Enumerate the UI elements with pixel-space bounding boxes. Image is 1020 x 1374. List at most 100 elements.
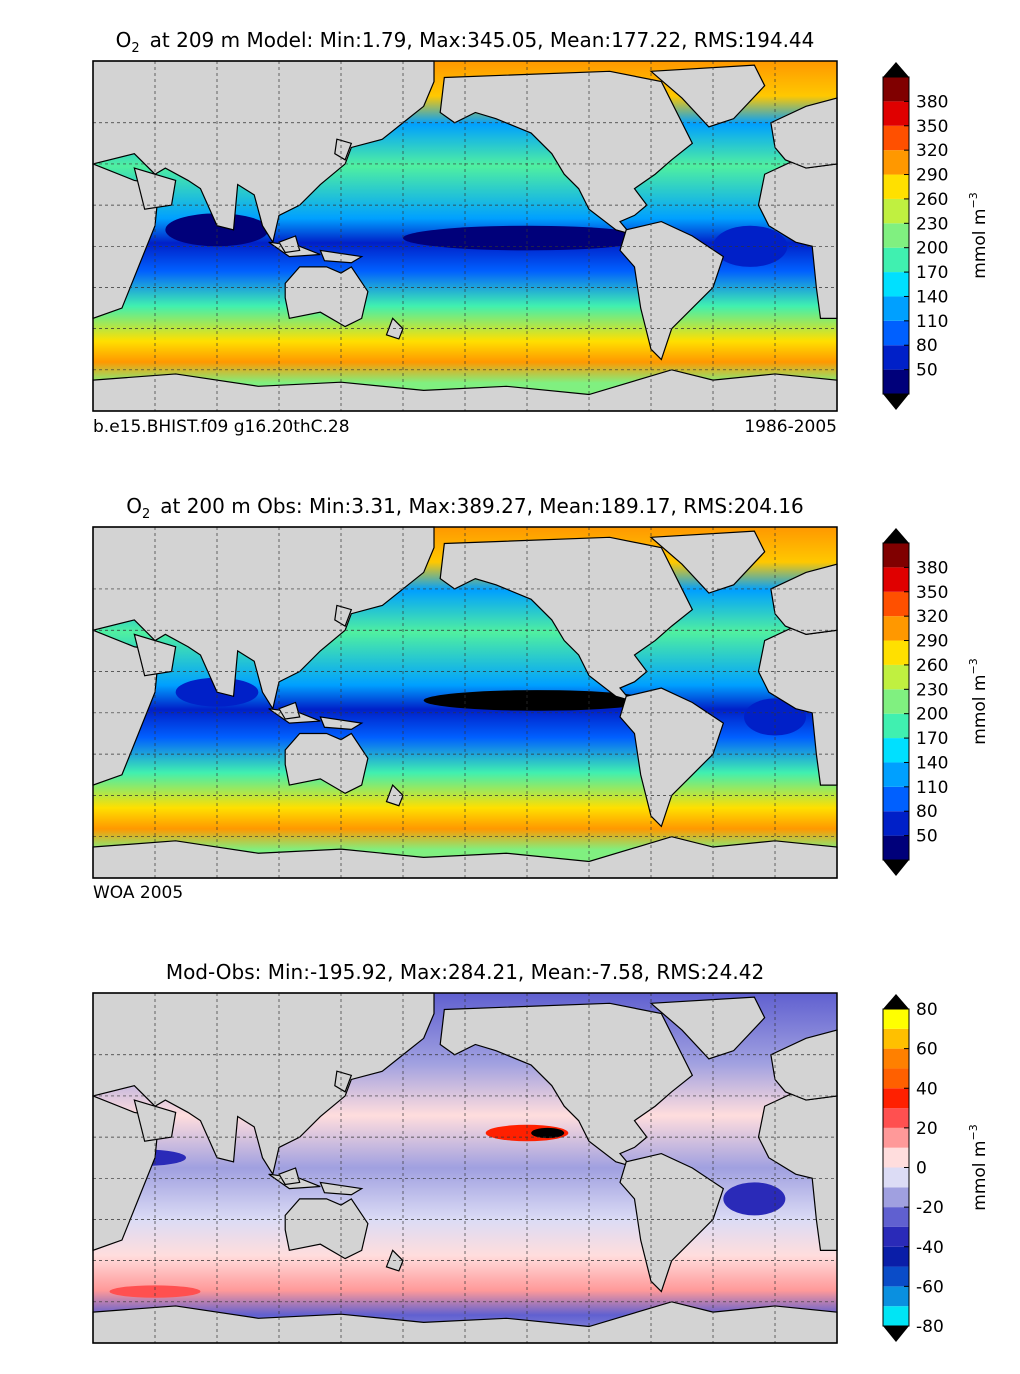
colorbar-tick-label: -80 xyxy=(916,1317,944,1337)
colorbar-band xyxy=(883,272,909,297)
colorbar-tick-label: 170 xyxy=(916,729,948,749)
colorbar-band xyxy=(883,1226,909,1247)
colorbar-tick-label: 0 xyxy=(916,1159,927,1179)
colorbar-band xyxy=(883,591,909,617)
colorbar-band xyxy=(883,1048,909,1069)
colorbar-band xyxy=(883,1187,909,1208)
colorbar-band xyxy=(883,664,909,690)
colorbar-band xyxy=(883,77,909,102)
title-subscript: 2 xyxy=(131,41,139,56)
colorbar-extend xyxy=(883,1326,909,1342)
colorbar-tick-label: -20 xyxy=(916,1198,944,1218)
colorbar-band xyxy=(883,320,909,346)
colorbar-band xyxy=(883,1088,909,1109)
colorbar-label-unit: mmol m xyxy=(970,1141,990,1211)
map-frame xyxy=(92,526,838,879)
colorbar-tick-label: 380 xyxy=(916,92,948,112)
colorbar-tick-label: 380 xyxy=(916,558,948,578)
colorbar-tick-label: 50 xyxy=(916,361,938,381)
colorbar-band xyxy=(883,1167,909,1188)
colorbar-tick-label: 320 xyxy=(916,141,948,161)
colorbar-band xyxy=(883,1108,909,1128)
colorbar-tick-label: 350 xyxy=(916,117,948,137)
colorbar-band xyxy=(883,1147,909,1168)
colorbar-label-unit: mmol m xyxy=(970,209,990,279)
colorbar-band xyxy=(883,1306,909,1326)
colorbar-tick-label: 140 xyxy=(916,287,948,307)
colorbar-band xyxy=(883,150,909,175)
colorbar-tick-label: 110 xyxy=(916,778,948,798)
panel-title: Mod-Obs: Min:-195.92, Max:284.21, Mean:-… xyxy=(166,960,764,984)
colorbar-band xyxy=(883,616,909,641)
footer-left: WOA 2005 xyxy=(93,883,183,903)
map xyxy=(91,525,839,880)
title-subscript: 2 xyxy=(142,507,150,522)
colorbar-tick-label: 200 xyxy=(916,705,948,725)
colorbar-tick-label: -60 xyxy=(916,1277,944,1297)
colorbar-band xyxy=(883,1009,909,1029)
colorbar-band xyxy=(883,247,909,273)
title-text: at 200 m Obs: Min:3.31, Max:389.27, Mean… xyxy=(160,494,804,518)
colorbar-band xyxy=(883,811,909,836)
colorbar-extend xyxy=(883,528,909,543)
colorbar-extend xyxy=(883,860,909,876)
colorbar-band xyxy=(883,689,909,714)
colorbar-band xyxy=(883,125,909,151)
colorbar-tick-label: 40 xyxy=(916,1079,938,1099)
colorbar-tick-label: 140 xyxy=(916,753,948,773)
colorbar-label-exp: −3 xyxy=(967,192,980,208)
colorbar-band xyxy=(883,1266,909,1287)
colorbar-band xyxy=(883,1286,909,1307)
title-text: Mod-Obs: Min:-195.92, Max:284.21, Mean:-… xyxy=(166,960,764,984)
colorbar-label-exp: −3 xyxy=(967,658,980,674)
title-symbol: O xyxy=(116,28,132,52)
colorbar-tick-label: 230 xyxy=(916,680,948,700)
colorbar-band xyxy=(883,296,909,321)
colorbar-tick-label: 170 xyxy=(916,263,948,283)
map-frame xyxy=(92,992,838,1344)
colorbar-tick-label: 260 xyxy=(916,190,948,210)
colorbar-tick-label: 350 xyxy=(916,583,948,603)
colorbar-band xyxy=(883,713,909,739)
colorbar-band xyxy=(883,345,909,370)
colorbar-tick-label: 320 xyxy=(916,607,948,627)
colorbar-band xyxy=(883,738,909,763)
colorbar-band xyxy=(883,1246,909,1267)
colorbar-band xyxy=(883,223,909,248)
colorbar-band xyxy=(883,543,909,568)
colorbar-tick-label: -40 xyxy=(916,1238,944,1258)
colorbar-band xyxy=(883,1127,909,1148)
panel-title: O2 at 200 m Obs: Min:3.31, Max:389.27, Me… xyxy=(126,494,804,522)
colorbar-band xyxy=(883,1028,909,1049)
title-text: at 209 m Model: Min:1.79, Max:345.05, Me… xyxy=(150,28,815,52)
footer-right: 1986-2005 xyxy=(744,417,837,437)
map xyxy=(91,59,839,413)
colorbar-frame xyxy=(882,542,910,861)
colorbar-extend xyxy=(883,994,909,1009)
colorbar-tick-label: 20 xyxy=(916,1119,938,1139)
colorbar-tick-label: 260 xyxy=(916,656,948,676)
colorbar-band xyxy=(883,567,909,592)
colorbar-tick-label: 200 xyxy=(916,239,948,259)
colorbar-tick-label: 80 xyxy=(916,802,938,822)
colorbar-tick-label: 230 xyxy=(916,214,948,234)
colorbar-band xyxy=(883,1068,909,1089)
colorbar-tick-label: 50 xyxy=(916,827,938,847)
colorbar-tick-label: 80 xyxy=(916,1000,938,1020)
title-symbol: O xyxy=(126,494,142,518)
colorbar-label-unit: mmol m xyxy=(970,675,990,745)
colorbar-label: mmol m−3 xyxy=(967,1124,990,1210)
colorbar-band xyxy=(883,369,909,394)
colorbar-band xyxy=(883,198,909,224)
colorbar-band xyxy=(883,786,909,812)
panel-title: O2 at 209 m Model: Min:1.79, Max:345.05, … xyxy=(116,28,815,56)
colorbar-extend xyxy=(883,62,909,77)
colorbar-label: mmol m−3 xyxy=(967,658,990,744)
colorbar-band xyxy=(883,174,909,199)
colorbar-frame xyxy=(882,76,910,395)
map xyxy=(91,991,839,1345)
footer-left: b.e15.BHIST.f09 g16.20thC.28 xyxy=(93,417,350,437)
colorbar-band xyxy=(883,101,909,126)
colorbar-band xyxy=(883,835,909,860)
